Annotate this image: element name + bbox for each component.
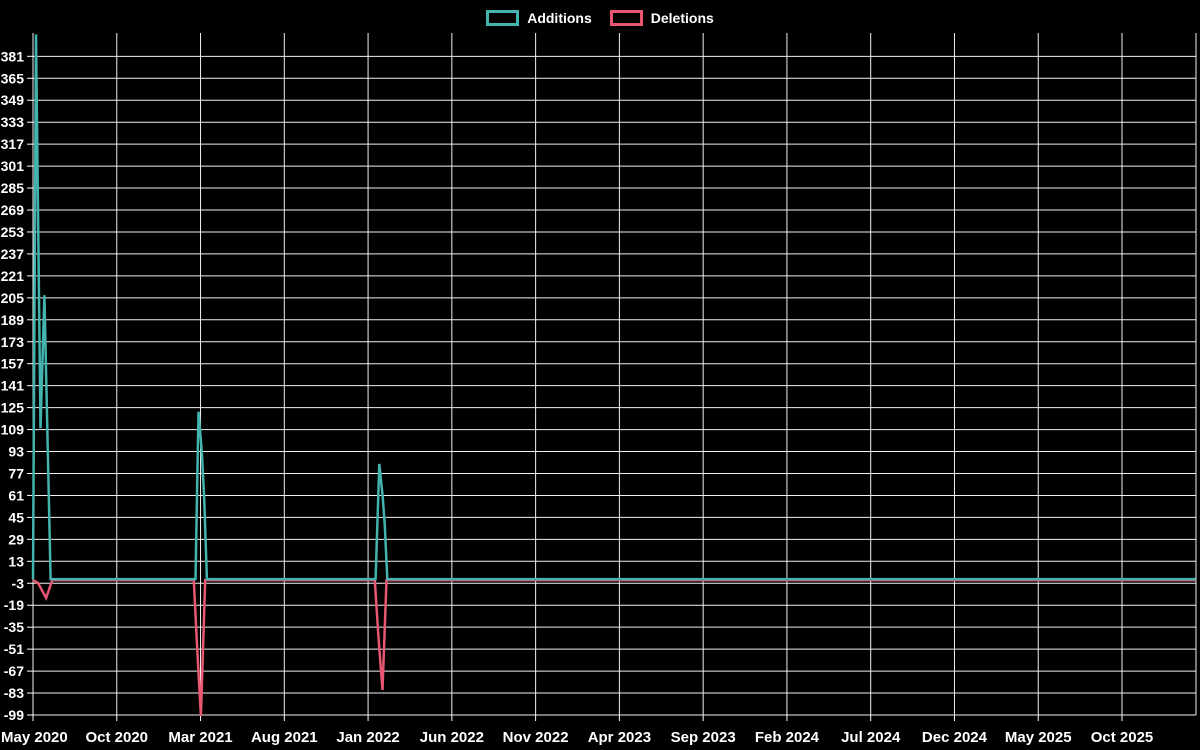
y-tick-label: 125 bbox=[1, 400, 25, 416]
x-tick-label: Jun 2022 bbox=[420, 729, 484, 746]
x-tick-label: May 2025 bbox=[1005, 729, 1072, 746]
y-tick-label: 301 bbox=[1, 158, 25, 174]
y-tick-label: -19 bbox=[4, 597, 24, 613]
y-tick-label: 317 bbox=[1, 136, 25, 152]
additions-swatch-icon bbox=[486, 10, 520, 26]
y-tick-label: 93 bbox=[8, 444, 24, 460]
y-tick-label: 381 bbox=[1, 48, 25, 64]
y-tick-label: 173 bbox=[1, 334, 25, 350]
y-tick-label: 285 bbox=[1, 180, 25, 196]
y-tick-label: -83 bbox=[4, 685, 24, 701]
legend-item-additions[interactable]: Additions bbox=[486, 10, 592, 26]
legend-label-deletions: Deletions bbox=[650, 10, 714, 26]
y-tick-label: 45 bbox=[8, 509, 24, 525]
y-tick-label: 221 bbox=[1, 268, 25, 284]
x-tick-label: Jan 2022 bbox=[336, 729, 399, 746]
x-tick-label: Apr 2023 bbox=[588, 729, 651, 746]
x-tick-label: May 2020 bbox=[1, 729, 68, 746]
x-tick-label: Aug 2021 bbox=[251, 729, 318, 746]
y-tick-label: 109 bbox=[1, 422, 25, 438]
legend-label-additions: Additions bbox=[527, 10, 592, 26]
chart-legend: Additions Deletions bbox=[0, 6, 1200, 30]
x-tick-label: Nov 2022 bbox=[503, 729, 569, 746]
y-tick-label: -51 bbox=[4, 641, 24, 657]
y-tick-label: -35 bbox=[4, 619, 24, 635]
y-tick-label: 269 bbox=[1, 202, 25, 218]
x-tick-label: Oct 2020 bbox=[85, 729, 148, 746]
additions-line-series bbox=[31, 34, 1196, 581]
y-tick-label: 29 bbox=[8, 531, 24, 547]
y-tick-label: 349 bbox=[1, 92, 25, 108]
x-tick-label: Feb 2024 bbox=[755, 729, 820, 746]
y-tick-label: -3 bbox=[12, 575, 25, 591]
x-tick-label: Sep 2023 bbox=[671, 729, 736, 746]
x-tick-label: Jul 2024 bbox=[841, 729, 901, 746]
y-tick-label: -99 bbox=[4, 707, 24, 723]
y-tick-label: 237 bbox=[1, 246, 25, 262]
y-tick-label: 189 bbox=[1, 312, 25, 328]
y-tick-label: 333 bbox=[1, 114, 25, 130]
y-tick-label: 61 bbox=[8, 487, 24, 503]
y-tick-label: 13 bbox=[8, 553, 24, 569]
y-tick-label: -67 bbox=[4, 663, 24, 679]
y-tick-label: 77 bbox=[8, 465, 24, 481]
y-tick-label: 205 bbox=[1, 290, 25, 306]
deletions-swatch-icon bbox=[609, 10, 643, 26]
y-tick-label: 365 bbox=[1, 70, 25, 86]
y-tick-label: 253 bbox=[1, 224, 25, 240]
x-tick-label: Oct 2025 bbox=[1091, 729, 1154, 746]
deletions-line-series bbox=[32, 578, 1196, 717]
x-tick-label: Dec 2024 bbox=[922, 729, 988, 746]
x-tick-label: Mar 2021 bbox=[168, 729, 232, 746]
legend-item-deletions[interactable]: Deletions bbox=[609, 10, 714, 26]
y-tick-label: 157 bbox=[1, 356, 25, 372]
y-tick-label: 141 bbox=[1, 378, 25, 394]
